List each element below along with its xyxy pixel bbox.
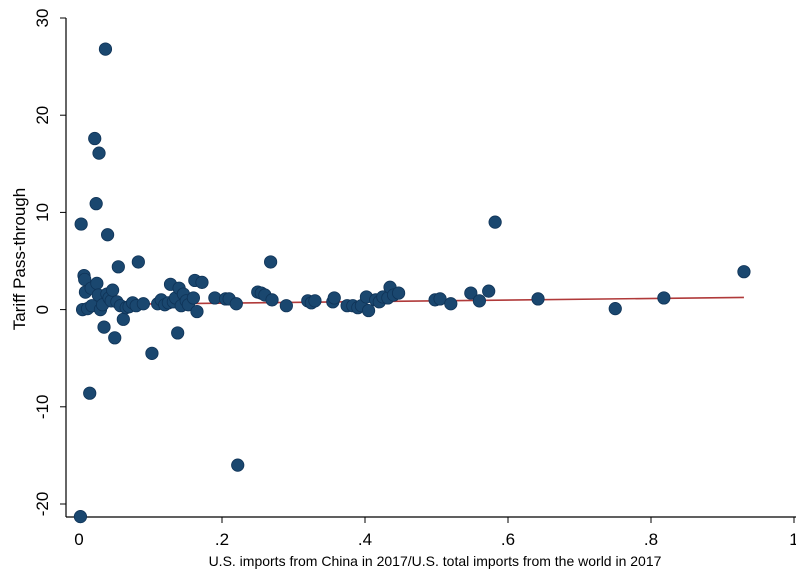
x-tick-label: .2: [215, 530, 229, 549]
data-point: [136, 297, 150, 311]
x-axis-label: U.S. imports from China in 2017/U.S. tot…: [209, 553, 662, 569]
data-point: [73, 510, 88, 524]
data-point: [131, 255, 145, 269]
data-point: [145, 346, 159, 360]
data-point: [92, 146, 106, 160]
x-tick-label: .4: [358, 530, 372, 549]
data-point: [101, 228, 115, 242]
data-point: [97, 320, 111, 334]
data-point: [433, 292, 447, 306]
data-point: [186, 291, 200, 305]
data-point: [279, 299, 293, 313]
data-point: [444, 297, 458, 311]
data-point: [482, 284, 496, 298]
data-point: [229, 297, 243, 311]
y-tick-label: -10: [33, 395, 52, 420]
x-tick-label: 0: [74, 530, 83, 549]
y-tick-label: 30: [33, 9, 52, 28]
data-point: [108, 331, 122, 345]
data-point: [737, 265, 751, 279]
data-point: [361, 303, 376, 318]
data-point: [392, 286, 406, 300]
data-point: [83, 386, 97, 400]
data-point: [98, 42, 113, 56]
data-point: [327, 291, 341, 305]
data-point: [195, 275, 209, 289]
data-point: [308, 294, 322, 308]
data-point: [264, 255, 278, 269]
scatter-points: [73, 42, 751, 524]
data-point: [488, 215, 502, 229]
data-point: [464, 286, 478, 300]
x-tick-label: 1: [789, 530, 796, 549]
data-point: [88, 131, 102, 146]
data-point: [608, 302, 622, 316]
x-ticks: 0 .2 .4 .6 .8 1: [74, 517, 796, 549]
x-tick-label: .6: [501, 530, 515, 549]
data-point: [472, 294, 486, 308]
data-point: [531, 292, 545, 306]
y-tick-label: -20: [33, 492, 52, 517]
data-point: [231, 458, 245, 472]
y-ticks: -20 -10 0 10 20 30: [33, 9, 66, 517]
data-point: [171, 326, 185, 340]
data-point: [657, 291, 671, 305]
data-point: [111, 260, 125, 274]
data-point: [90, 276, 104, 290]
data-point: [265, 293, 279, 307]
data-point: [116, 312, 130, 326]
y-tick-label: 10: [33, 203, 52, 222]
data-point: [89, 197, 103, 211]
y-tick-label: 0: [33, 305, 52, 314]
data-point: [74, 217, 88, 231]
x-tick-label: .8: [644, 530, 658, 549]
data-point: [106, 283, 120, 297]
data-point: [190, 304, 204, 319]
y-axis-label: Tariff Pass-through: [10, 188, 29, 330]
y-tick-label: 20: [33, 106, 52, 125]
